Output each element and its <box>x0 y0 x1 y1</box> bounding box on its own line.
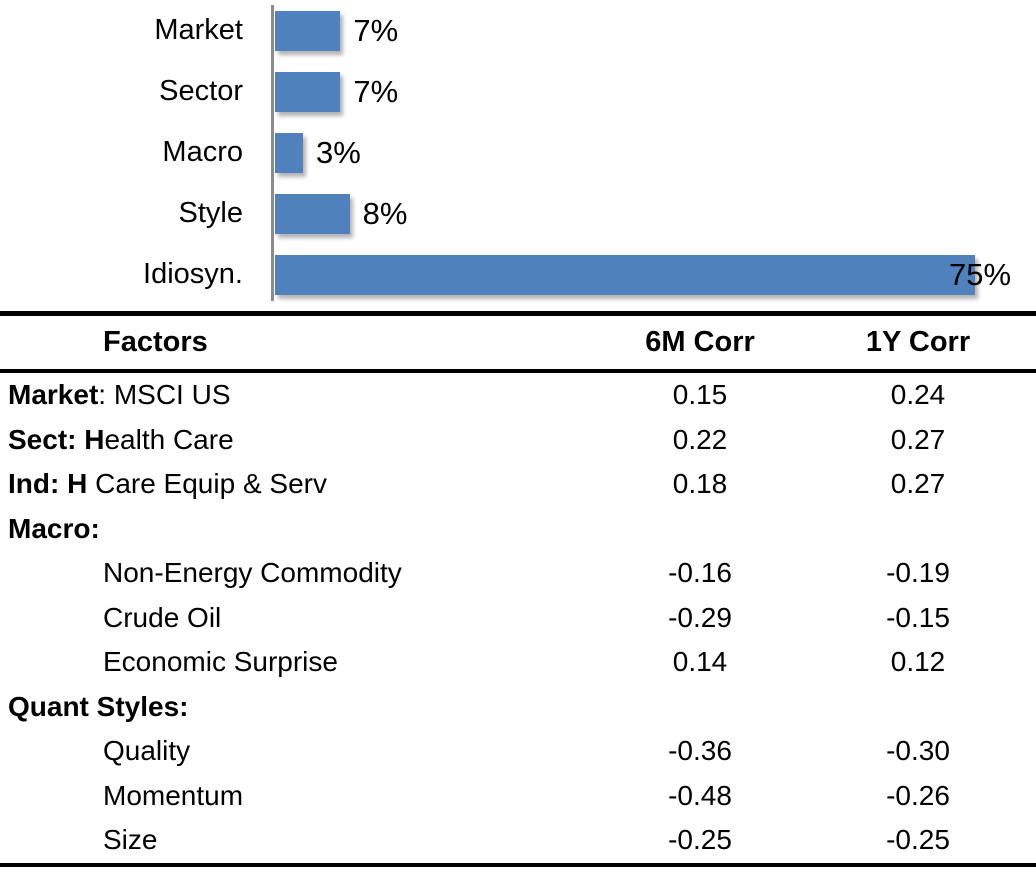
corr-1y-value: 0.27 <box>890 423 946 455</box>
chart-bar-area: 8% <box>272 183 1036 244</box>
chart-bar-area: 3% <box>272 122 1036 183</box>
chart-bar <box>275 254 975 295</box>
chart-value-label: 7% <box>353 74 399 109</box>
corr-6m-value: 0.14 <box>672 646 728 678</box>
factor-label: Quant Styles: <box>0 691 600 723</box>
chart-bar-area: 75% <box>272 244 1036 305</box>
chart-value-label: 3% <box>316 135 361 170</box>
chart-value-label: 8% <box>362 196 408 231</box>
corr-1y-value: -0.15 <box>886 601 950 633</box>
header-1y-corr: 1Y Corr <box>865 326 971 358</box>
risk-decomposition-bar-chart: Market 7% Sector 7% Macro 3% Style 8% Idiosyn. 75… <box>0 0 1036 311</box>
table-row: Quality -0.36 -0.30 <box>0 729 1036 774</box>
chart-bar-area: 7% <box>272 0 1036 61</box>
factor-label-segment: Size <box>103 824 158 856</box>
chart-bar <box>275 10 341 51</box>
corr-1y-value: -0.19 <box>886 557 950 589</box>
corr-6m-value: 0.22 <box>672 423 728 455</box>
header-6m-corr: 6M Corr <box>645 326 755 358</box>
chart-bar <box>275 132 303 173</box>
chart-rows: Market 7% Sector 7% Macro 3% Style 8% Idiosyn. 75… <box>0 0 1036 305</box>
factor-label-bold-segment: Ind: H <box>8 468 88 500</box>
factor-label: Size <box>0 824 600 856</box>
factor-label-segment: ealth Care <box>104 423 234 455</box>
chart-row: Style 8% <box>0 183 1036 244</box>
corr-6m-value: 0.18 <box>672 468 728 500</box>
factor-label-segment: Non-Energy Commodity <box>103 557 402 589</box>
factor-label-bold-segment: Sect: H <box>8 423 105 455</box>
corr-1y-value: -0.26 <box>886 779 950 811</box>
corr-6m-value: -0.25 <box>668 824 732 856</box>
chart-row: Market 7% <box>0 0 1036 61</box>
corr-6m-value: -0.48 <box>668 779 732 811</box>
chart-bar-area: 7% <box>272 61 1036 122</box>
table-row: Economic Surprise 0.14 0.12 <box>0 640 1036 685</box>
factor-label-segment: Care Equip & Serv <box>87 468 327 500</box>
factor-label: Momentum <box>0 780 600 812</box>
table-row: Crude Oil -0.29 -0.15 <box>0 596 1036 641</box>
factor-label-bold-segment: Macro: <box>8 512 100 544</box>
corr-1y-value: 0.24 <box>890 379 946 411</box>
chart-category-label: Macro <box>162 136 243 168</box>
factor-correlation-table: Factors 6M Corr 1Y Corr Market: MSCI US 0… <box>0 311 1036 867</box>
factor-label-segment: Quality <box>103 735 191 767</box>
chart-value-label: 7% <box>353 13 399 48</box>
chart-row: Sector 7% <box>0 61 1036 122</box>
factor-label: Crude Oil <box>0 602 600 634</box>
corr-6m-value: -0.16 <box>668 557 732 589</box>
header-factors: Factors <box>103 326 208 358</box>
chart-category-label: Idiosyn. <box>143 258 243 290</box>
factor-label-segment: Momentum <box>103 779 244 811</box>
table-row: Size -0.25 -0.25 <box>0 818 1036 863</box>
chart-value-label: 75% <box>949 257 1012 292</box>
factor-label: Sect: Health Care <box>0 424 600 456</box>
corr-1y-value: 0.12 <box>890 646 946 678</box>
factor-label-bold-segment: Quant Styles: <box>8 690 189 722</box>
factor-label: Economic Surprise <box>0 646 600 678</box>
chart-category-label: Style <box>178 197 243 229</box>
factor-label-segment: Economic Surprise <box>103 646 338 678</box>
factor-label-segment: : MSCI US <box>98 379 231 411</box>
corr-6m-value: -0.29 <box>668 601 732 633</box>
factor-label: Macro: <box>0 513 600 545</box>
corr-1y-value: -0.30 <box>886 735 950 767</box>
table-row: Macro: <box>0 507 1036 552</box>
factor-label-segment: Crude Oil <box>103 601 222 633</box>
table-row: Sect: Health Care 0.22 0.27 <box>0 418 1036 463</box>
table-body: Market: MSCI US 0.15 0.24 Sect: Health Care… <box>0 373 1036 867</box>
corr-1y-value: 0.27 <box>890 468 946 500</box>
chart-row: Macro 3% <box>0 122 1036 183</box>
chart-bar <box>275 193 350 234</box>
factor-label: Ind: H Care Equip & Serv <box>0 468 600 500</box>
factor-label: Non-Energy Commodity <box>0 557 600 589</box>
chart-category-label: Sector <box>159 75 243 107</box>
corr-6m-value: 0.15 <box>672 379 728 411</box>
factor-label: Market: MSCI US <box>0 379 600 411</box>
chart-category-label: Market <box>154 14 243 46</box>
table-row: Quant Styles: <box>0 685 1036 730</box>
factor-label-bold-segment: Market <box>8 379 99 411</box>
factor-label: Quality <box>0 735 600 767</box>
corr-6m-value: -0.36 <box>668 735 732 767</box>
chart-bar <box>275 71 341 112</box>
chart-row: Idiosyn. 75% <box>0 244 1036 305</box>
table-row: Momentum -0.48 -0.26 <box>0 774 1036 819</box>
table-header-row: Factors 6M Corr 1Y Corr <box>0 316 1036 373</box>
table-row: Ind: H Care Equip & Serv 0.18 0.27 <box>0 462 1036 507</box>
table-row: Market: MSCI US 0.15 0.24 <box>0 373 1036 418</box>
corr-1y-value: -0.25 <box>886 824 950 856</box>
chart-axis-line <box>271 5 274 301</box>
table-row: Non-Energy Commodity -0.16 -0.19 <box>0 551 1036 596</box>
